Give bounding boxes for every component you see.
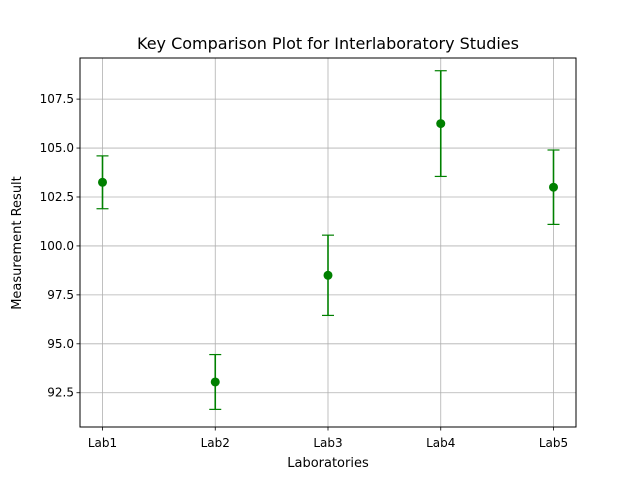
y-tick-label: 92.5 [47,386,74,400]
x-axis-ticks: Lab1 Lab2 Lab3 Lab4 Lab5 [88,427,568,450]
x-tick-label: Lab5 [539,436,568,450]
data-point [98,177,107,187]
data-point [210,377,220,387]
y-tick-label: 97.5 [47,288,74,302]
data-point [323,270,333,280]
x-tick-label: Lab3 [313,436,342,450]
y-tick-label: 105.0 [40,141,74,155]
plot-area-frame [79,57,577,428]
x-axis-label: Laboratories [287,456,369,471]
y-axis-label: Measurement Result [10,176,25,310]
data-point [549,182,558,192]
y-axis-ticks: 92.5 95.0 97.5 100.0 102.5 105.0 107.5 [40,92,80,400]
y-tick-label: 95.0 [47,337,74,351]
y-tick-label: 102.5 [40,190,74,204]
chart-title: Key Comparison Plot for Interlaboratory … [137,34,519,53]
x-tick-label: Lab1 [88,436,117,450]
y-tick-label: 107.5 [40,92,74,106]
data-point [436,119,446,129]
y-tick-label: 100.0 [40,239,74,253]
x-tick-label: Lab2 [201,436,230,450]
x-tick-label: Lab4 [426,436,455,450]
data-points [98,119,558,387]
